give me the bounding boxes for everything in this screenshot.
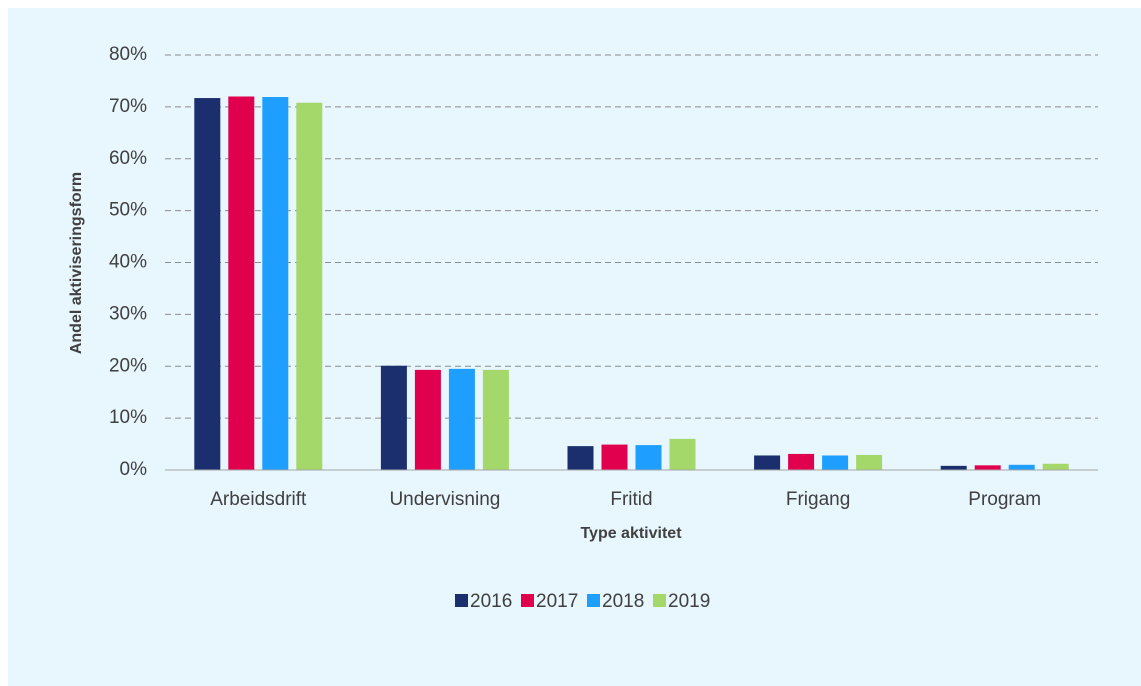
bar [669,438,696,470]
bar [856,454,883,470]
bar [448,368,475,470]
x-tick-label: Frigang [786,489,850,510]
legend-label: 2018 [602,591,644,612]
bar [194,98,221,471]
y-tick-label: 10% [109,407,147,428]
legend-label: 2017 [536,591,578,612]
bar [296,102,323,470]
y-axis-title: Andel aktiviseringsform [68,172,85,354]
y-tick-label: 60% [109,148,147,169]
x-tick-label: Program [968,489,1041,510]
bar [822,455,849,470]
y-tick-label: 50% [109,200,147,221]
bar [601,444,628,470]
x-tick-label: Undervisning [389,489,500,510]
bar [482,369,509,470]
y-tick-label: 30% [109,303,147,324]
bar [974,465,1001,470]
bar [635,445,662,470]
y-tick-label: 20% [109,355,147,376]
bar [380,365,407,470]
bar [262,97,289,471]
chart-background [8,8,1141,686]
bar [1042,463,1069,470]
legend-swatch [521,594,534,607]
bar [940,465,967,470]
bar [228,96,255,470]
bar [414,369,441,470]
bar [567,446,594,470]
bar [788,453,815,470]
x-axis-title: Type aktivitet [580,525,682,542]
legend-label: 2016 [470,591,512,612]
legend-swatch [455,594,468,607]
x-tick-label: Fritid [610,489,652,510]
legend-swatch [653,594,666,607]
x-tick-label: Arbeidsdrift [210,489,307,510]
y-tick-label: 70% [109,96,147,117]
legend-swatch [587,594,600,607]
bar [754,455,781,470]
bar [1008,464,1035,470]
y-tick-label: 0% [120,459,148,480]
y-tick-label: 40% [109,252,147,273]
legend-label: 2019 [668,591,710,612]
y-tick-label: 80% [109,44,147,65]
